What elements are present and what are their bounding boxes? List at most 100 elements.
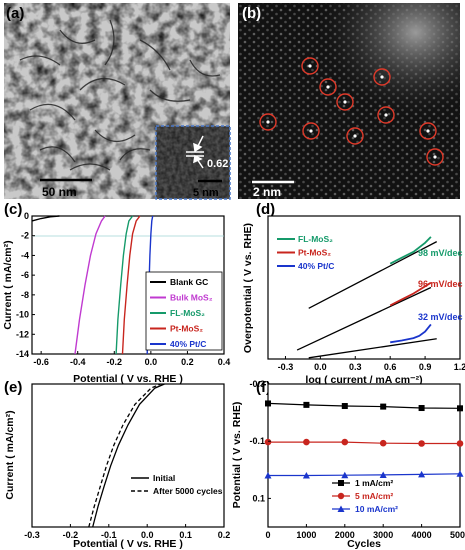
chart-c-xlabel: Potential ( V vs. RHE ) <box>73 373 183 385</box>
fit-line <box>308 241 438 309</box>
data-point <box>418 405 425 412</box>
legend-label: 5 mA/cm² <box>355 491 393 501</box>
single-atom-circles <box>259 57 444 166</box>
chart-e-ylabel: Current ( mA/cm²) <box>4 410 16 499</box>
data-point <box>379 439 387 447</box>
y-tick-label: -0.3 <box>249 379 265 389</box>
data-point <box>264 438 272 446</box>
panel-label-d: (d) <box>256 201 275 218</box>
series-line <box>88 383 161 528</box>
chart-e-frame <box>31 383 225 528</box>
y-tick-label: -0.1 <box>249 436 265 446</box>
chart-d-plot <box>296 236 438 359</box>
chart-c-legend: Blank GC Bulk MoS₂ FL-MoS₂ Pt-MoS₂ 40% Pt/C <box>145 271 223 351</box>
legend-label: Pt-MoS₂ <box>170 324 203 334</box>
x-tick-label: 1.2 <box>454 362 465 372</box>
stem-glow <box>238 3 460 199</box>
chart-e-xlabel: Potential ( V vs. RHE ) <box>73 538 183 550</box>
chart-e-legend: Initial After 5000 cycles <box>131 473 223 496</box>
panel-label-c: (c) <box>4 201 22 218</box>
panel-b: (b) 2 nm <box>238 3 460 199</box>
tafel-label-ptc: 32 mV/dec <box>418 312 463 322</box>
series-line <box>389 281 432 307</box>
series-line <box>268 441 460 445</box>
legend-marker <box>337 505 345 512</box>
panel-label-a: (a) <box>6 5 24 22</box>
x-tick-label: -0.2 <box>63 530 79 540</box>
tafel-label-fl: 98 mV/dec <box>418 248 463 258</box>
y-tick-label: -10 <box>16 310 29 320</box>
data-point <box>302 472 310 479</box>
chart-c-ticks: -0.6 -0.4 -0.2 0.0 0.2 0.4 0 -2 -4 -6 -8 -10 -12 -14 <box>16 211 230 367</box>
x-tick-label: 0 <box>265 530 270 540</box>
series-line <box>115 215 134 355</box>
tafel-label-pt: 96 mV/dec <box>418 279 463 289</box>
panel-f: (f) 0 1000 2000 3000 4000 5000 -0.3 -0.1 0.1 Cyc… <box>231 379 465 550</box>
data-point <box>341 403 348 410</box>
data-point <box>418 440 425 447</box>
y-tick-label: 0 <box>24 211 29 221</box>
series-line <box>92 383 165 528</box>
x-tick-label: -0.6 <box>33 357 49 367</box>
legend-label: Blank GC <box>170 277 208 287</box>
data-point <box>456 440 464 447</box>
x-tick-label: 3000 <box>373 530 393 540</box>
legend-label: Bulk MoS₂ <box>170 293 213 303</box>
x-tick-label: 4000 <box>412 530 432 540</box>
nanosheet-strokes <box>19 19 221 171</box>
y-tick-label: -2 <box>21 231 29 241</box>
x-tick-label: -0.1 <box>101 530 117 540</box>
x-tick-label: 0.3 <box>349 362 362 372</box>
legend-label: 1 mA/cm² <box>355 478 393 488</box>
series-line <box>31 215 60 222</box>
data-point <box>264 472 272 479</box>
series-line <box>267 402 461 409</box>
lattice-spacing-label: 0.62 nm <box>207 158 248 170</box>
y-tick-label: -6 <box>21 270 29 280</box>
data-point <box>456 470 464 477</box>
x-tick-label: -0.4 <box>70 357 86 367</box>
data-point <box>418 470 426 478</box>
legend-label: FL-MoS₂ <box>298 234 333 244</box>
chart-e-ticks: -0.3 -0.2 -0.1 0.0 0.1 0.2 <box>24 524 230 540</box>
chart-d-ticks: -0.3 0.0 0.3 0.6 0.9 1.2 <box>278 356 465 372</box>
series-line <box>121 215 141 355</box>
x-tick-label: 0.6 <box>384 362 397 372</box>
legend-label: After 5000 cycles <box>153 486 223 496</box>
y-tick-label: -8 <box>21 290 29 300</box>
x-tick-label: -0.3 <box>24 530 40 540</box>
data-point <box>341 471 349 479</box>
legend-label: Initial <box>153 473 175 483</box>
legend-marker <box>338 480 344 486</box>
chart-c-ylabel: Current ( mA/cm²) <box>2 240 14 329</box>
legend-label: 40% Pt/C <box>170 339 206 349</box>
chart-f-ticks: 0 1000 2000 3000 4000 5000 -0.3 -0.1 0.1 <box>249 379 465 540</box>
scale-label-inset: 5 nm <box>193 187 219 199</box>
y-tick-label: -14 <box>16 349 29 359</box>
data-point <box>379 471 387 478</box>
fit-line <box>308 338 437 359</box>
x-tick-label: 0.0 <box>141 530 154 540</box>
legend-label: Pt-MoS₂ <box>298 248 331 258</box>
data-point <box>303 401 310 408</box>
scale-label-b: 2 nm <box>253 185 281 199</box>
chart-d-ylabel: Overpotential ( V vs. RHE) <box>242 223 254 353</box>
y-tick-label: -4 <box>21 250 29 260</box>
legend-label: 40% Pt/C <box>298 261 334 271</box>
series-line <box>74 215 106 355</box>
panel-c: (c) -0.6 -0.4 -0.2 0.0 0.2 0.4 0 -2 -4 -6 -8 -10 -12… <box>2 201 230 385</box>
y-tick-label: 0.1 <box>252 493 265 503</box>
data-point <box>265 400 271 407</box>
x-tick-label: -0.3 <box>278 362 294 372</box>
legend-label: FL-MoS₂ <box>170 308 205 318</box>
x-tick-label: 0.0 <box>314 362 327 372</box>
chart-f-legend: 1 mA/cm² 5 mA/cm² 10 mA/cm² <box>332 478 398 514</box>
single-atom-dots <box>266 64 437 159</box>
x-tick-label: 0.2 <box>181 357 194 367</box>
x-tick-label: 1000 <box>296 530 316 540</box>
panel-label-b: (b) <box>242 5 261 22</box>
chart-f-ylabel: Potential ( V vs. RHE) <box>231 402 243 509</box>
scale-label-a: 50 nm <box>42 185 77 199</box>
x-tick-label: 5000 <box>450 530 465 540</box>
